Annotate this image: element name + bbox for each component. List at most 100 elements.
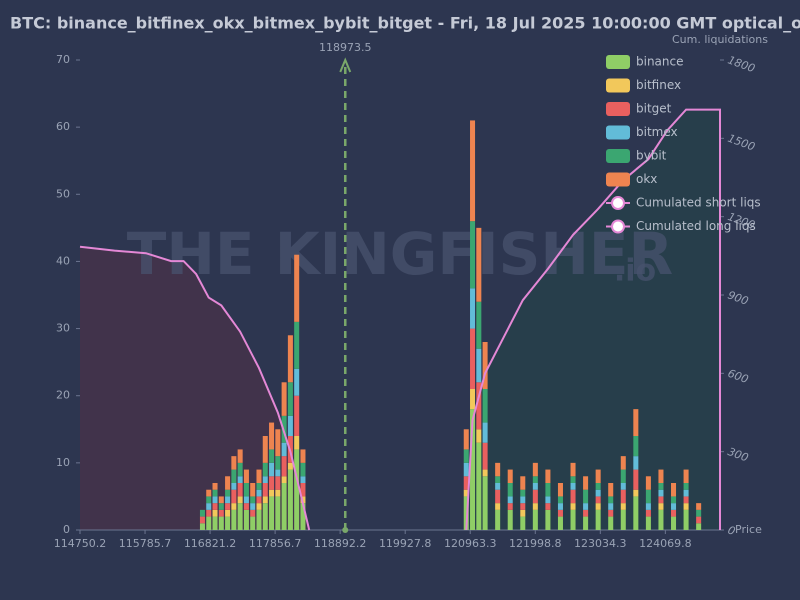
- bar-segment: [583, 489, 589, 504]
- bar-segment: [658, 509, 664, 530]
- bar-segment: [281, 476, 287, 483]
- bar-segment: [256, 469, 262, 483]
- bar-segment: [532, 462, 538, 477]
- bar-segment: [608, 503, 614, 510]
- bar-segment: [256, 503, 262, 510]
- bar-segment: [470, 288, 476, 329]
- bar-segment: [294, 368, 300, 396]
- bar-segment: [671, 503, 677, 510]
- bar-segment: [633, 456, 639, 470]
- bar-segment: [463, 489, 469, 497]
- bar-segment: [243, 496, 249, 504]
- bar-segment: [520, 476, 526, 490]
- bar-segment: [645, 503, 651, 510]
- bar-segment: [495, 509, 501, 530]
- bar-segment: [595, 509, 601, 530]
- bar-segment: [275, 476, 281, 490]
- y-tick-label: 70: [56, 53, 70, 66]
- bar-segment: [281, 442, 287, 457]
- bar-segment: [495, 503, 501, 510]
- legend-swatch: [606, 102, 630, 116]
- bar-segment: [262, 462, 268, 477]
- bar-segment: [476, 429, 482, 443]
- x-tick-label: 119927.8: [379, 537, 432, 550]
- bar-segment: [620, 456, 626, 470]
- bar-segment: [633, 496, 639, 530]
- bar-segment: [520, 496, 526, 504]
- x-tick-label: 116821.2: [184, 537, 237, 550]
- bar-segment: [476, 348, 482, 383]
- bar-segment: [557, 516, 563, 530]
- bar-segment: [683, 496, 689, 504]
- bar-segment: [206, 496, 212, 504]
- bar-segment: [300, 476, 306, 483]
- legend-swatch: [606, 149, 630, 163]
- bar-segment: [495, 476, 501, 483]
- bar-segment: [275, 469, 281, 477]
- bar-segment: [476, 301, 482, 349]
- y2-tick-label: 0: [726, 523, 737, 538]
- bar-segment: [476, 382, 482, 430]
- bar-segment: [300, 503, 306, 530]
- bar-segment: [294, 395, 300, 436]
- bar-segment: [683, 489, 689, 497]
- bar-segment: [620, 509, 626, 530]
- bar-segment: [557, 503, 563, 510]
- legend-swatch: [606, 78, 630, 93]
- bar-segment: [545, 469, 551, 483]
- bar-segment: [206, 489, 212, 497]
- bar-segment: [225, 509, 231, 517]
- bar-segment: [463, 429, 469, 450]
- bar-segment: [583, 516, 589, 530]
- bar-segment: [287, 462, 293, 470]
- bar-segment: [620, 469, 626, 483]
- bar-segment: [608, 496, 614, 504]
- legend-label: bitfinex: [636, 78, 681, 92]
- bar-segment: [696, 523, 702, 530]
- watermark: THE KINGFISHER: [127, 220, 673, 288]
- bar-segment: [463, 449, 469, 463]
- bar-segment: [476, 227, 482, 302]
- bar-segment: [237, 476, 243, 483]
- bar-segment: [696, 509, 702, 517]
- bar-segment: [206, 509, 212, 517]
- bar-segment: [231, 509, 237, 530]
- bar-segment: [608, 509, 614, 517]
- y-tick-label: 60: [56, 120, 70, 133]
- bar-segment: [570, 503, 576, 510]
- bar-segment: [595, 483, 601, 490]
- bar-segment: [671, 483, 677, 497]
- bar-segment: [243, 509, 249, 530]
- bar-segment: [243, 469, 249, 483]
- bar-segment: [482, 476, 488, 530]
- bar-segment: [620, 483, 626, 490]
- y2-tick-label: 600: [726, 367, 750, 386]
- bar-segment: [482, 469, 488, 477]
- chart-title: BTC: binance_bitfinex_okx_bitmex_bybit_b…: [10, 14, 800, 33]
- bar-segment: [262, 503, 268, 530]
- bar-segment: [683, 503, 689, 510]
- bar-segment: [545, 496, 551, 504]
- bar-segment: [608, 516, 614, 530]
- bar-segment: [199, 509, 205, 517]
- bar-segment: [218, 516, 224, 530]
- bar-segment: [633, 409, 639, 436]
- bar-segment: [237, 462, 243, 477]
- bar-segment: [545, 509, 551, 530]
- bar-segment: [294, 436, 300, 450]
- bar-segment: [683, 483, 689, 490]
- bar-segment: [470, 409, 476, 530]
- bar-segment: [633, 489, 639, 497]
- bar-segment: [212, 516, 218, 530]
- bar-segment: [231, 489, 237, 504]
- bar-segment: [570, 509, 576, 530]
- bar-segment: [294, 449, 300, 530]
- bar-segment: [287, 415, 293, 436]
- y2-axis-label: Cum. liquidations: [672, 33, 768, 46]
- bar-segment: [256, 496, 262, 504]
- legend-marker: [611, 196, 625, 210]
- bar-segment: [287, 382, 293, 416]
- bar-segment: [557, 509, 563, 517]
- bar-segment: [269, 489, 275, 497]
- y-tick-label: 20: [56, 389, 70, 402]
